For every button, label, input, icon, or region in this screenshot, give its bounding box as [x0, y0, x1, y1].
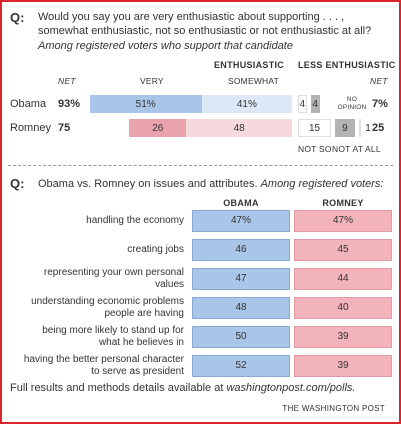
- column-header: ROMNEY: [322, 198, 364, 208]
- category-label: Obama: [10, 98, 47, 110]
- value-label: 4: [312, 99, 318, 110]
- category-label: Romney: [10, 122, 51, 134]
- category-label: having the better personal character to …: [23, 354, 184, 377]
- value-cell: 52: [192, 355, 290, 377]
- question: Obama vs. Romney on issues and attribute…: [38, 178, 383, 190]
- value-cell: 47%: [192, 210, 290, 232]
- value-label: 9: [342, 123, 348, 134]
- question: Would you say you are very enthusiastic …: [38, 11, 372, 37]
- footer-link: washingtonpost.com/polls.: [226, 382, 356, 394]
- value-label: 15: [308, 123, 321, 134]
- bar-segment: [129, 119, 187, 137]
- value-cell: 45: [294, 239, 392, 261]
- value-label: 4: [299, 99, 306, 110]
- series-label: VERY: [140, 76, 164, 86]
- column-header: OBAMA: [223, 198, 259, 208]
- value-cell: 47: [192, 268, 290, 290]
- bar-segment: [298, 95, 307, 113]
- question-marker: Q:: [10, 176, 25, 191]
- value-cell: 46: [192, 239, 290, 261]
- value-cell: 39: [294, 326, 392, 348]
- bar-segment: [186, 119, 292, 137]
- subtitle: Among registered voters who support that…: [38, 40, 293, 52]
- series-label: NO OPINION: [337, 96, 367, 111]
- value-cell: 50: [192, 326, 290, 348]
- net-label: NET: [58, 76, 76, 86]
- value-cell: 48: [192, 297, 290, 319]
- series-label: NOT SO: [298, 144, 332, 154]
- bar-segment: [310, 95, 320, 113]
- series-label: NOT AT ALL: [332, 144, 381, 154]
- category-label: being more likely to stand up for what h…: [42, 325, 184, 348]
- bar-segment: [358, 119, 361, 137]
- net-value: 7%: [372, 98, 388, 110]
- value-label: 41%: [236, 99, 257, 110]
- bar-segment: [201, 95, 292, 113]
- category-label: representing your own personal values: [43, 267, 184, 290]
- bar-segment: [89, 95, 202, 113]
- series-label: SOMEWHAT: [228, 76, 280, 86]
- group-label: ENTHUSIASTIC: [214, 60, 285, 70]
- value-cell: 47%: [294, 210, 392, 232]
- net-label: NET: [370, 76, 388, 86]
- value-label: 26: [152, 123, 164, 134]
- footer: Full results and methods details availab…: [10, 382, 355, 394]
- net-value: 75: [58, 122, 71, 134]
- value-cell: 40: [294, 297, 392, 319]
- category-label: handling the economy: [86, 215, 184, 226]
- category-label: understanding economic problems people a…: [31, 296, 184, 319]
- net-value: 93%: [58, 98, 81, 110]
- group-label: LESS ENTHUSIASTIC: [298, 60, 396, 70]
- category-label: creating jobs: [127, 244, 184, 255]
- value-label: 51%: [135, 99, 156, 110]
- net-value: 25: [372, 122, 385, 134]
- value-cell: 44: [294, 268, 392, 290]
- value-cell: 39: [294, 355, 392, 377]
- source: THE WASHINGTON POST: [282, 404, 385, 413]
- bar-segment: [335, 119, 355, 137]
- question-marker: Q:: [10, 10, 25, 25]
- value-label: 48: [233, 123, 245, 134]
- subtitle: Among registered voters:: [260, 178, 384, 190]
- separator: [8, 165, 393, 166]
- bar-segment: [298, 119, 331, 137]
- footer-text: Full results and methods details availab…: [10, 382, 224, 394]
- value-label: 1: [365, 123, 371, 134]
- question-text: Obama vs. Romney on issues and attribute…: [38, 178, 258, 190]
